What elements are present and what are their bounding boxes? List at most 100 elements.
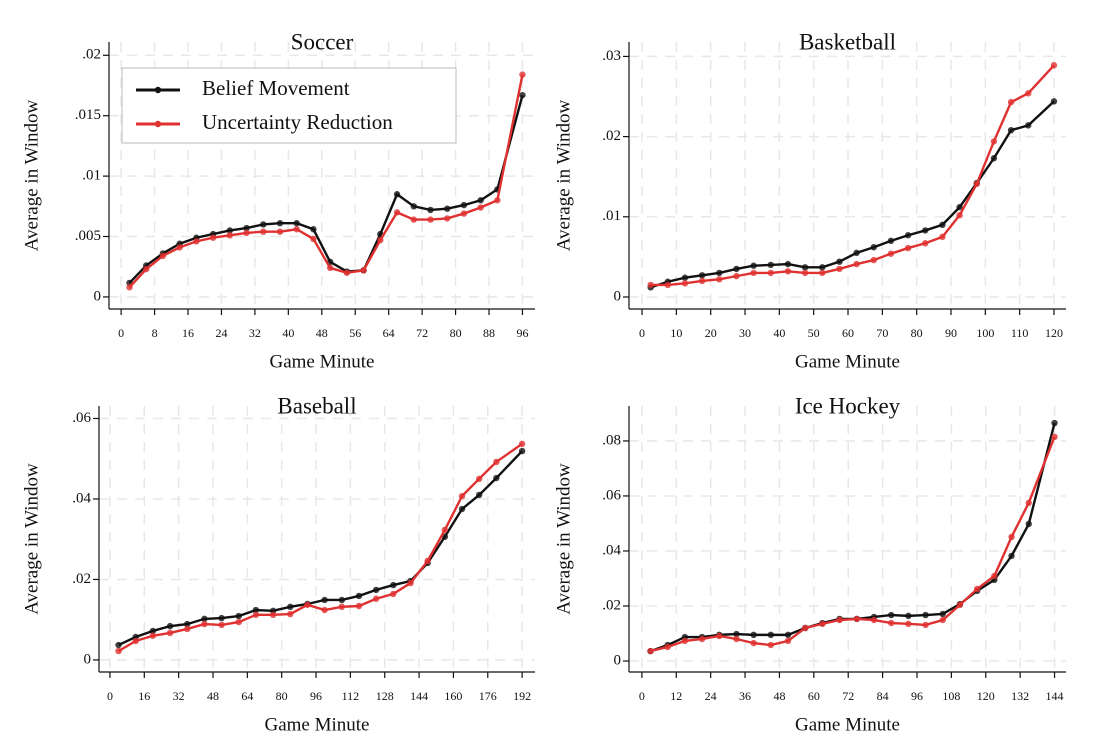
point bbox=[477, 197, 484, 204]
point bbox=[956, 203, 963, 211]
x-tick-label: 64 bbox=[241, 689, 253, 703]
point bbox=[377, 236, 384, 244]
point bbox=[973, 180, 980, 188]
point bbox=[218, 614, 225, 622]
point bbox=[853, 615, 861, 623]
point bbox=[518, 447, 526, 455]
point bbox=[390, 581, 397, 589]
point bbox=[887, 237, 895, 245]
point bbox=[143, 265, 150, 273]
point bbox=[716, 276, 723, 283]
point bbox=[243, 224, 250, 232]
y-tick-label: .06 bbox=[72, 410, 91, 426]
legend-label: Belief Movement bbox=[202, 76, 350, 100]
point bbox=[276, 228, 284, 235]
point bbox=[226, 227, 234, 234]
x-tick-label: 24 bbox=[705, 689, 717, 703]
point bbox=[493, 458, 500, 466]
point bbox=[939, 233, 946, 241]
plot: 0 8 16 24 32 40 48 56 64 72 80 88 96 0 .005 .01 .015 .02 S… bbox=[21, 29, 535, 372]
point bbox=[888, 611, 895, 619]
chart-title: Baseball bbox=[277, 393, 356, 418]
point bbox=[767, 261, 774, 269]
point bbox=[1051, 433, 1058, 441]
point bbox=[372, 586, 380, 594]
point bbox=[166, 629, 174, 637]
point bbox=[115, 647, 122, 655]
point bbox=[767, 641, 775, 649]
point bbox=[293, 220, 300, 227]
point bbox=[733, 265, 740, 273]
x-tick-label: 40 bbox=[282, 326, 294, 340]
point bbox=[802, 624, 809, 632]
point bbox=[1025, 499, 1032, 507]
x-tick-label: 0 bbox=[639, 326, 645, 340]
x-tick-label: 72 bbox=[416, 326, 428, 340]
point bbox=[424, 557, 431, 565]
point bbox=[801, 269, 809, 277]
x-tick-label: 10 bbox=[670, 326, 682, 340]
point bbox=[475, 491, 483, 499]
y-tick-label: .015 bbox=[75, 107, 101, 123]
x-tick-label: 192 bbox=[513, 689, 531, 703]
point bbox=[360, 267, 367, 274]
x-axis-label: Game Minute bbox=[795, 351, 900, 372]
plot: 0 16 32 48 64 80 96 112 128 144 160 176 192 0 .02 .04 .0… bbox=[21, 393, 535, 735]
point bbox=[115, 641, 122, 649]
point bbox=[681, 274, 689, 281]
x-tick-label: 48 bbox=[316, 326, 328, 340]
legend-marker bbox=[154, 86, 162, 94]
point bbox=[393, 191, 401, 198]
x-tick-label: 132 bbox=[1011, 689, 1029, 703]
point bbox=[922, 621, 929, 629]
point bbox=[922, 227, 929, 234]
y-tick-label: 0 bbox=[94, 288, 102, 304]
y-axis-label: Average in Window bbox=[21, 463, 42, 615]
point bbox=[853, 249, 860, 257]
point bbox=[991, 572, 998, 580]
point bbox=[904, 244, 912, 252]
point bbox=[475, 475, 483, 483]
point bbox=[905, 612, 912, 620]
point bbox=[493, 474, 500, 482]
x-tick-label: 128 bbox=[376, 689, 394, 703]
x-tick-label: 20 bbox=[705, 326, 717, 340]
point bbox=[252, 611, 260, 619]
point bbox=[276, 220, 284, 227]
point bbox=[293, 226, 300, 233]
point bbox=[922, 240, 929, 247]
point bbox=[681, 637, 689, 645]
point bbox=[407, 579, 414, 587]
point bbox=[836, 258, 843, 265]
y-tick-label: .04 bbox=[602, 542, 621, 558]
point bbox=[1050, 98, 1058, 105]
point bbox=[784, 631, 792, 639]
point bbox=[176, 244, 183, 251]
x-tick-label: 70 bbox=[876, 326, 888, 340]
point bbox=[410, 216, 417, 223]
x-tick-label: 48 bbox=[773, 689, 785, 703]
point bbox=[166, 622, 174, 630]
y-tick-label: .08 bbox=[602, 432, 621, 448]
point bbox=[184, 625, 191, 633]
point bbox=[519, 71, 526, 78]
point bbox=[460, 210, 468, 217]
point bbox=[201, 615, 208, 623]
x-axis-label: Game Minute bbox=[795, 714, 900, 735]
point bbox=[1050, 62, 1058, 69]
point bbox=[750, 269, 757, 277]
point bbox=[310, 235, 317, 243]
y-tick-label: .01 bbox=[602, 208, 621, 224]
point bbox=[1008, 533, 1015, 541]
point bbox=[355, 592, 363, 600]
x-tick-label: 32 bbox=[173, 689, 185, 703]
point bbox=[750, 262, 757, 269]
point bbox=[801, 264, 809, 271]
point bbox=[750, 639, 757, 647]
x-tick-label: 96 bbox=[516, 326, 528, 340]
y-tick-label: 0 bbox=[614, 652, 622, 668]
point bbox=[149, 632, 157, 639]
point bbox=[338, 596, 345, 604]
x-tick-label: 120 bbox=[977, 689, 995, 703]
x-tick-label: 90 bbox=[945, 326, 957, 340]
